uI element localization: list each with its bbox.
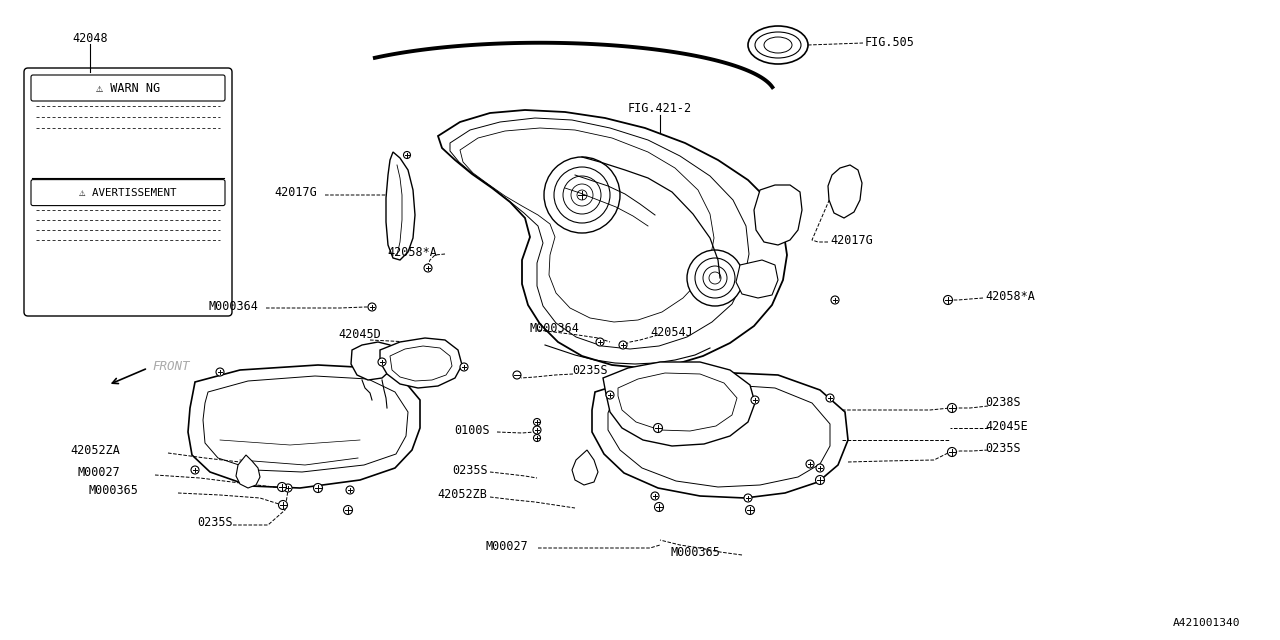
Circle shape bbox=[831, 296, 838, 304]
Circle shape bbox=[343, 506, 352, 515]
Ellipse shape bbox=[755, 32, 801, 58]
Polygon shape bbox=[591, 372, 849, 498]
Circle shape bbox=[191, 466, 198, 474]
Circle shape bbox=[654, 424, 663, 433]
Circle shape bbox=[703, 266, 727, 290]
Circle shape bbox=[596, 338, 604, 346]
Text: 0238S: 0238S bbox=[986, 397, 1020, 410]
Circle shape bbox=[460, 363, 468, 371]
Circle shape bbox=[278, 483, 287, 492]
Polygon shape bbox=[236, 455, 260, 488]
Circle shape bbox=[284, 484, 292, 492]
Polygon shape bbox=[387, 152, 415, 260]
Circle shape bbox=[687, 250, 742, 306]
Text: M000364: M000364 bbox=[530, 321, 580, 335]
Text: FIG.421-2: FIG.421-2 bbox=[628, 102, 692, 115]
FancyBboxPatch shape bbox=[31, 75, 225, 101]
Polygon shape bbox=[603, 362, 755, 446]
Circle shape bbox=[605, 391, 614, 399]
FancyBboxPatch shape bbox=[24, 68, 232, 316]
Text: 42054J: 42054J bbox=[650, 326, 692, 339]
Circle shape bbox=[369, 303, 376, 311]
Circle shape bbox=[378, 358, 387, 366]
Text: 42017G: 42017G bbox=[829, 234, 873, 248]
Circle shape bbox=[947, 403, 956, 413]
Circle shape bbox=[314, 483, 323, 493]
Text: 42058*A: 42058*A bbox=[387, 246, 436, 259]
Text: 42045D: 42045D bbox=[339, 328, 381, 342]
Text: A421001340: A421001340 bbox=[1172, 618, 1240, 628]
Polygon shape bbox=[438, 110, 787, 368]
Circle shape bbox=[513, 371, 521, 379]
Text: 0235S: 0235S bbox=[986, 442, 1020, 454]
Circle shape bbox=[571, 184, 593, 206]
Text: 42045E: 42045E bbox=[986, 419, 1028, 433]
Circle shape bbox=[826, 394, 835, 402]
FancyBboxPatch shape bbox=[31, 180, 225, 205]
Circle shape bbox=[806, 460, 814, 468]
Text: 0235S: 0235S bbox=[197, 516, 233, 529]
Polygon shape bbox=[572, 450, 598, 485]
Circle shape bbox=[544, 157, 620, 233]
Text: M000364: M000364 bbox=[209, 300, 259, 312]
Circle shape bbox=[709, 272, 721, 284]
Circle shape bbox=[403, 152, 411, 159]
Circle shape bbox=[279, 500, 288, 509]
Polygon shape bbox=[351, 342, 396, 380]
Text: M000365: M000365 bbox=[671, 547, 719, 559]
Circle shape bbox=[620, 341, 627, 349]
Text: 0235S: 0235S bbox=[452, 463, 488, 477]
Circle shape bbox=[654, 502, 663, 511]
Polygon shape bbox=[380, 338, 462, 388]
Circle shape bbox=[424, 264, 433, 272]
Circle shape bbox=[346, 486, 355, 494]
Circle shape bbox=[554, 167, 611, 223]
Circle shape bbox=[652, 492, 659, 500]
Polygon shape bbox=[754, 185, 803, 245]
Circle shape bbox=[744, 494, 753, 502]
Text: FIG.505: FIG.505 bbox=[865, 36, 915, 49]
Ellipse shape bbox=[748, 26, 808, 64]
Polygon shape bbox=[736, 260, 778, 298]
Circle shape bbox=[534, 435, 540, 442]
Text: ⚠ WARN NG: ⚠ WARN NG bbox=[96, 81, 160, 95]
Circle shape bbox=[532, 426, 541, 434]
Text: 0235S: 0235S bbox=[572, 364, 608, 376]
Text: M00027: M00027 bbox=[77, 467, 120, 479]
Circle shape bbox=[563, 176, 602, 214]
Circle shape bbox=[947, 447, 956, 456]
Circle shape bbox=[943, 296, 952, 305]
Circle shape bbox=[695, 258, 735, 298]
Text: FRONT: FRONT bbox=[152, 360, 189, 374]
Text: M000365: M000365 bbox=[88, 484, 138, 497]
Circle shape bbox=[745, 506, 754, 515]
Text: 42017G: 42017G bbox=[274, 186, 317, 200]
Circle shape bbox=[817, 464, 824, 472]
Text: ⚠ AVERTISSEMENT: ⚠ AVERTISSEMENT bbox=[79, 188, 177, 198]
Ellipse shape bbox=[764, 37, 792, 53]
Circle shape bbox=[751, 396, 759, 404]
Circle shape bbox=[534, 419, 540, 426]
Text: 42052ZB: 42052ZB bbox=[438, 488, 486, 502]
Text: M00027: M00027 bbox=[485, 540, 529, 552]
Text: 42058*A: 42058*A bbox=[986, 289, 1034, 303]
Text: 42052ZA: 42052ZA bbox=[70, 445, 120, 458]
Polygon shape bbox=[828, 165, 861, 218]
Circle shape bbox=[577, 190, 588, 200]
Polygon shape bbox=[188, 365, 420, 488]
Text: 0100S: 0100S bbox=[454, 424, 490, 436]
Text: 42048: 42048 bbox=[72, 31, 108, 45]
Circle shape bbox=[815, 476, 824, 484]
Circle shape bbox=[216, 368, 224, 376]
